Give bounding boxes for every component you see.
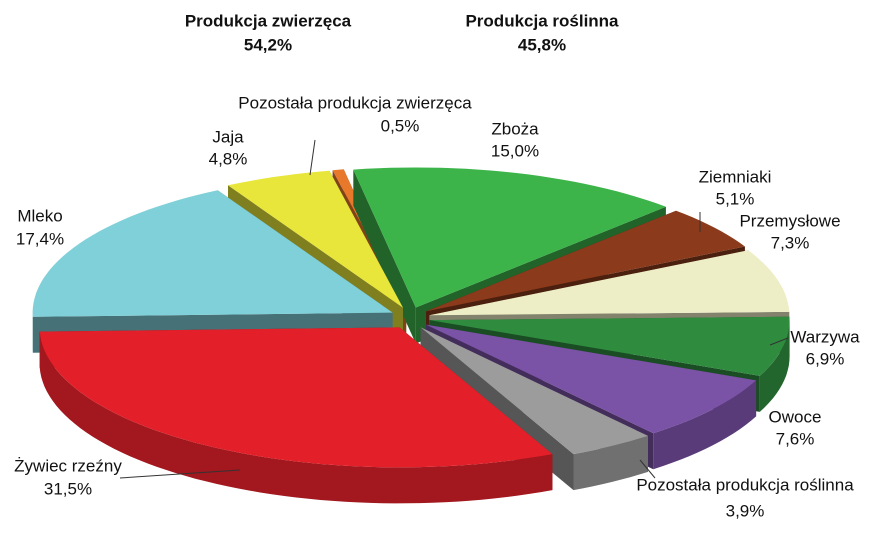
value-label: 5,1%	[716, 189, 755, 208]
value-label: 6,9%	[806, 349, 845, 368]
slice-label: Ziemniaki	[699, 167, 772, 186]
value-label: 7,6%	[776, 429, 815, 448]
slice-label: Pozostała produkcja zwierzęca	[238, 93, 472, 112]
value-label: 3,9%	[726, 501, 765, 520]
group-value: 54,2%	[244, 35, 292, 54]
slice-label: Owoce	[769, 407, 822, 426]
group-title: Produkcja roślinna	[465, 11, 619, 30]
value-label: 31,5%	[44, 479, 92, 498]
leader-line	[310, 140, 315, 175]
value-label: 0,5%	[381, 116, 420, 135]
group-value: 45,8%	[518, 35, 566, 54]
value-label: 7,3%	[771, 233, 810, 252]
value-label: 15,0%	[491, 141, 539, 160]
slice-label: Mleko	[17, 206, 62, 225]
value-label: 4,8%	[209, 149, 248, 168]
slice-label: Zboża	[491, 119, 539, 138]
value-label: 17,4%	[16, 229, 64, 248]
pie	[33, 168, 790, 504]
slice-label: Warzywa	[790, 327, 860, 346]
slice-label: Żywiec rzeźny	[14, 456, 122, 475]
slice-label: Jaja	[212, 127, 244, 146]
group-title: Produkcja zwierzęca	[185, 11, 352, 30]
slice-label: Pozostała produkcja roślinna	[636, 475, 854, 494]
slice-label: Przemysłowe	[739, 211, 840, 230]
